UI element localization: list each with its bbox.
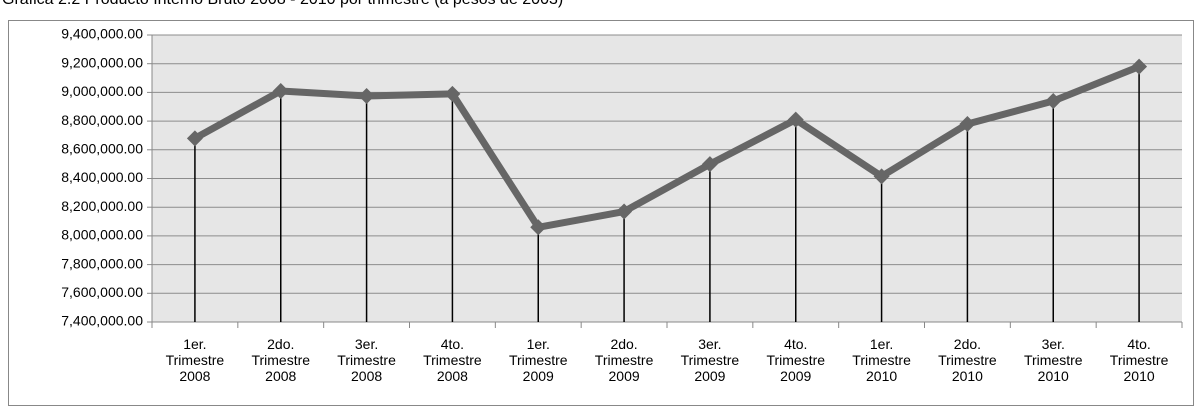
x-tick-label: 2do. Trimestre 2010 <box>938 336 997 384</box>
y-tick-label: 8,800,000.00 <box>61 112 143 128</box>
point-marker <box>873 168 890 185</box>
point-marker <box>1045 93 1062 110</box>
x-tick-label: 3er. Trimestre 2009 <box>680 336 740 384</box>
y-tick-label: 8,200,000.00 <box>61 198 143 214</box>
y-tick-label: 8,000,000.00 <box>61 227 143 243</box>
x-tick-label: 4to. Trimestre 2009 <box>766 336 826 384</box>
y-tick-label: 8,400,000.00 <box>61 169 143 185</box>
x-tick-label: 1er. Trimestre 2009 <box>508 336 568 384</box>
y-tick-label: 7,400,000.00 <box>61 313 143 329</box>
y-tick-label: 8,600,000.00 <box>61 141 143 157</box>
y-tick-label: 9,400,000.00 <box>61 26 143 42</box>
chart-title: Gráfica 2.2 Producto Interno Bruto 2008 … <box>2 0 563 9</box>
x-tick-label: 4to. Trimestre 2008 <box>423 336 482 384</box>
point-marker <box>616 203 633 220</box>
point-marker <box>358 87 375 104</box>
point-marker <box>530 219 547 236</box>
x-tick-label: 2do. Trimestre 2008 <box>251 336 311 384</box>
x-tick-label: 1er. Trimestre 2008 <box>165 336 225 384</box>
point-marker <box>186 130 203 147</box>
y-tick-label: 9,000,000.00 <box>61 83 143 99</box>
point-marker <box>1131 58 1148 75</box>
point-marker <box>959 115 976 132</box>
point-marker <box>272 82 289 99</box>
point-marker <box>701 156 718 173</box>
x-tick-label: 1er. Trimestre 2010 <box>852 336 911 384</box>
x-tick-label: 3er. Trimestre 2010 <box>1023 336 1083 384</box>
point-marker <box>787 111 804 128</box>
x-tick-label: 3er. Trimestre 2008 <box>337 336 396 384</box>
x-tick-label: 4to. Trimestre 2010 <box>1109 336 1169 384</box>
x-tick-label: 2do. Trimestre 2009 <box>594 336 654 384</box>
series-line <box>193 63 1141 231</box>
chart-frame <box>8 20 1194 406</box>
y-tick-label: 9,200,000.00 <box>61 54 143 70</box>
y-tick-label: 7,800,000.00 <box>61 255 143 271</box>
point-marker <box>444 85 461 102</box>
y-tick-label: 7,600,000.00 <box>61 284 143 300</box>
